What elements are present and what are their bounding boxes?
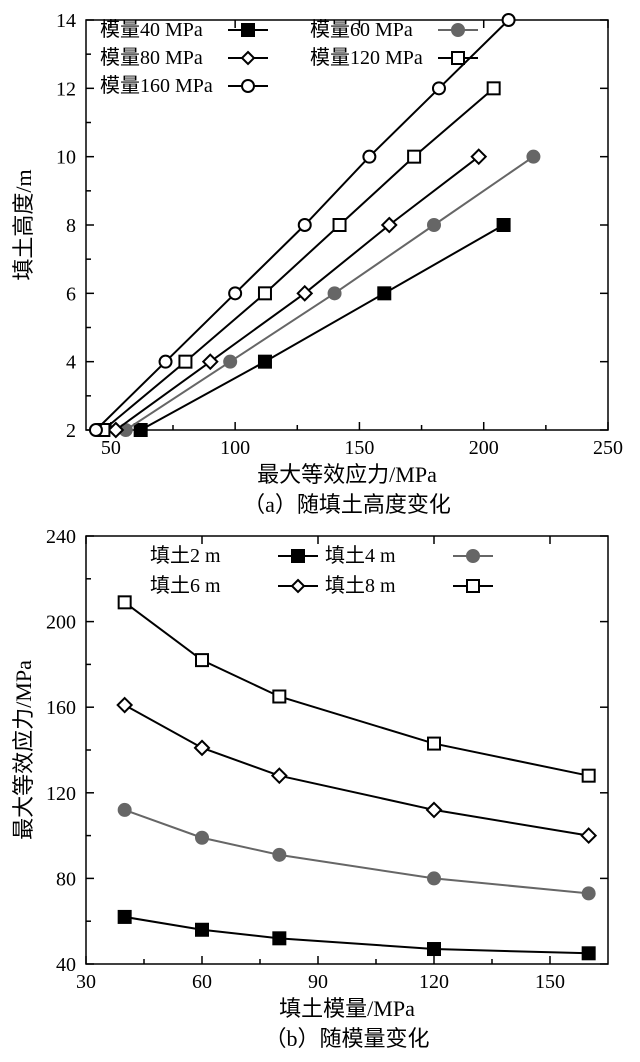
data-marker [118,698,132,712]
legend-label: 模量60 MPa [310,18,413,41]
legend-label: 模量120 MPa [310,46,423,69]
series-line [141,225,504,430]
data-marker [272,769,286,783]
data-marker [135,424,147,436]
data-marker [498,219,510,231]
legend-marker [467,580,479,592]
data-marker [583,947,595,959]
legend-label: 填土8 m [325,574,396,597]
data-marker [119,911,131,923]
legend-label: 模量160 MPa [100,74,213,97]
y-axis-label: 最大等效应力/MPa [11,660,36,840]
y-tick-label: 2 [66,420,76,442]
data-marker [259,287,271,299]
x-tick-label: 120 [419,971,449,993]
legend-marker [242,80,254,92]
data-marker [179,356,191,368]
data-marker [196,832,208,844]
data-marker [259,356,271,368]
data-marker [329,287,341,299]
data-marker [408,151,420,163]
legend-marker [242,52,254,64]
y-tick-label: 200 [46,612,76,634]
series-line [103,88,493,430]
x-axis-label: 最大等效应力/MPa [257,462,437,487]
data-marker [229,287,241,299]
legend-marker [467,550,479,562]
y-tick-label: 240 [46,526,76,548]
data-marker [90,424,102,436]
x-tick-label: 90 [308,971,328,993]
data-marker [160,356,172,368]
x-tick-label: 250 [593,437,623,459]
chart-b: 30 60 90 120 150 40 80 120 160 200 240 填土模量/MPa 最大等效… [0,516,640,1062]
data-marker [196,924,208,936]
x-tick-label: 200 [469,437,499,459]
data-marker [428,872,440,884]
data-marker [195,741,209,755]
data-marker [363,151,375,163]
chart-a: 50 100 150 200 250 2 4 6 8 10 12 14 最大等效应力/MPa 填土高度/m… [0,0,640,516]
series-line [125,602,589,775]
data-marker [224,356,236,368]
series-line [125,917,589,953]
series-line [125,705,589,836]
data-marker [334,219,346,231]
x-tick-label: 150 [535,971,565,993]
legend-label: 模量40 MPa [100,18,203,41]
y-tick-label: 14 [56,10,76,32]
figure-container: 50 100 150 200 250 2 4 6 8 10 12 14 最大等效应力/MPa 填土高度/m… [0,0,640,1062]
legend-label: 模量80 MPa [100,46,203,69]
y-tick-label: 4 [66,352,76,374]
y-tick-label: 80 [56,868,76,890]
plot-border [86,536,608,964]
data-marker [428,943,440,955]
data-marker [196,654,208,666]
legend-marker [242,24,254,36]
data-marker [503,14,515,26]
y-tick-label: 8 [66,215,76,237]
legend-marker [292,550,304,562]
data-marker [119,804,131,816]
data-marker [273,849,285,861]
data-marker [273,932,285,944]
legend-label: 填土4 m [325,544,396,567]
data-marker [583,887,595,899]
x-axis-label: 填土模量/MPa [279,996,415,1021]
legend-label: 填土2 m [150,544,221,567]
x-tick-label: 30 [76,971,96,993]
y-axis-label: 填土高度/m [11,169,36,280]
y-tick-label: 120 [46,783,76,805]
data-marker [433,82,445,94]
legend-label: 填土6 m [150,574,221,597]
chart-caption: （b）随模量变化 [264,1026,429,1051]
data-marker [428,219,440,231]
data-marker [428,738,440,750]
legend-marker [452,52,464,64]
x-tick-label: 60 [192,971,212,993]
data-marker [527,151,539,163]
y-tick-label: 10 [56,147,76,169]
x-tick-label: 50 [101,437,121,459]
x-tick-label: 150 [344,437,374,459]
data-marker [203,355,217,369]
data-marker [378,287,390,299]
x-tick-label: 100 [220,437,250,459]
data-marker [299,219,311,231]
legend-marker [292,580,304,592]
chart-caption: （a）随填土高度变化 [243,492,451,516]
data-marker [427,803,441,817]
data-marker [119,596,131,608]
y-tick-label: 40 [56,954,76,976]
data-marker [273,691,285,703]
data-marker [488,82,500,94]
y-tick-label: 160 [46,697,76,719]
y-tick-label: 12 [56,78,76,100]
y-tick-label: 6 [66,283,76,305]
series-line [125,810,589,893]
legend-marker [452,24,464,36]
data-marker [583,770,595,782]
data-marker [582,829,596,843]
